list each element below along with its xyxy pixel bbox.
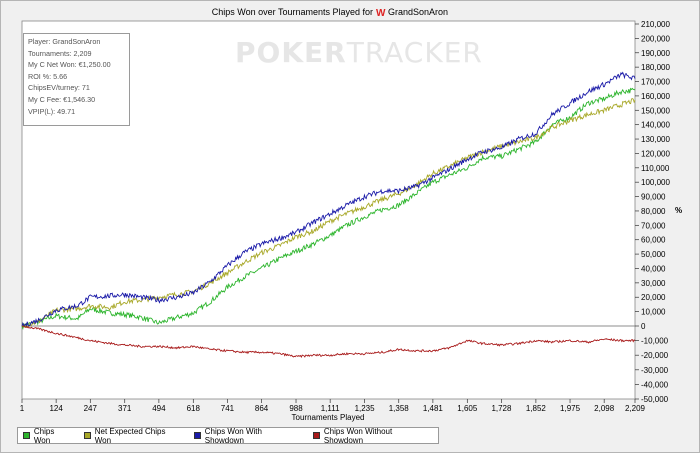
y-tick-label: 50,000 xyxy=(641,250,666,259)
y-tick-label: 90,000 xyxy=(641,193,666,202)
y-tick-label: 0 xyxy=(641,322,646,331)
chart-legend: Chips Won Net Expected Chips Won Chips W… xyxy=(17,426,439,445)
x-tick-label: 1,358 xyxy=(389,404,410,413)
legend-label: Chips Won With Showdown xyxy=(204,426,262,445)
stat-fee: My C Fee: €1,546.30 xyxy=(28,94,96,104)
stats-box: Player: GrandSonAron Tournaments: 2,209 … xyxy=(23,33,130,126)
y-tick-label: 20,000 xyxy=(641,293,666,302)
y-tick-label: 80,000 xyxy=(641,207,666,216)
series-layer xyxy=(21,71,636,359)
x-tick-label: 1 xyxy=(20,404,25,413)
stat-player: Player: GrandSonAron xyxy=(28,37,101,46)
y-tick-label: 160,000 xyxy=(641,92,670,101)
y-tick-label: -30,000 xyxy=(641,366,669,375)
x-tick-label: 741 xyxy=(221,404,235,413)
y-tick-label: 120,000 xyxy=(641,149,670,158)
series-line-chips-won-without-showdown xyxy=(21,325,636,359)
chart-title-prefix: Chips Won over Tournaments Played for xyxy=(212,7,373,17)
x-tick-label: 1,975 xyxy=(560,404,581,413)
y-tick-label: 40,000 xyxy=(641,264,666,273)
legend-label: Chips Won Without Showdown xyxy=(323,426,393,445)
x-tick-label: 1,111 xyxy=(321,404,340,413)
legend-swatch xyxy=(83,432,91,439)
x-tick-label: 247 xyxy=(84,404,98,413)
stat-vpip: VPIP(L): 49.71 xyxy=(28,106,76,116)
y-tick-label: 210,000 xyxy=(641,20,670,29)
legend-item-with-showdown[interactable]: Chips Won With Showdown xyxy=(193,426,301,445)
x-tick-label: 864 xyxy=(255,404,269,413)
x-tick-label: 1,605 xyxy=(457,404,478,413)
stat-roi: ROI %: 5.66 xyxy=(28,71,68,81)
x-tick-label: 371 xyxy=(118,404,132,413)
x-tick-label: 2,098 xyxy=(594,404,615,413)
y-tick-label: 190,000 xyxy=(641,49,670,58)
y-axis-unit: % xyxy=(675,206,682,215)
poker-tracker-watermark: POKERTRACKER xyxy=(235,36,483,69)
y-tick-label: 60,000 xyxy=(641,236,666,245)
y-tick-label: 30,000 xyxy=(641,279,666,288)
watermark-light: TRACKER xyxy=(346,36,483,69)
legend-label: Chips Won xyxy=(33,426,55,445)
y-tick-label: 140,000 xyxy=(641,121,670,130)
x-axis-label: Tournaments Played xyxy=(292,413,365,422)
y-tick-label: 10,000 xyxy=(641,308,666,317)
legend-item-net-expected[interactable]: Net Expected Chips Won xyxy=(83,426,182,445)
stat-chipsev: ChipsEV/turney: 71 xyxy=(28,83,90,93)
series-line-chips-won xyxy=(21,87,636,330)
x-tick-label: 1,728 xyxy=(491,404,512,413)
y-tick-label: -50,000 xyxy=(641,395,669,404)
series-line-chips-won-with-showdown xyxy=(21,71,636,327)
y-tick-label: -10,000 xyxy=(641,337,669,346)
y-tick-label: 180,000 xyxy=(641,63,670,72)
y-tick-label: -20,000 xyxy=(641,351,669,360)
x-tick-label: 988 xyxy=(289,404,303,413)
x-tick-label: 1,481 xyxy=(423,404,444,413)
stat-tournaments: Tournaments: 2,209 xyxy=(28,48,92,58)
poker-site-icon-glyph: W xyxy=(376,8,386,19)
axis-layer: 0 10,000 20,000 30,000 40,000 50,000 60,000 70,… xyxy=(20,20,671,413)
x-tick-label: 2,209 xyxy=(625,404,646,413)
x-tick-label: 1,852 xyxy=(526,404,547,413)
legend-label: Net Expected Chips Won xyxy=(94,426,166,445)
x-tick-label: 1,235 xyxy=(355,404,376,413)
watermark-bold: POKER xyxy=(235,36,347,69)
legend-swatch xyxy=(313,432,320,439)
x-tick-label: 124 xyxy=(49,404,63,413)
poker-site-icon: W xyxy=(376,8,386,19)
legend-swatch xyxy=(193,432,201,439)
x-tick-label: 618 xyxy=(187,404,201,413)
legend-swatch xyxy=(23,432,30,439)
stat-net-won: My C Net Won: €1,250.00 xyxy=(28,60,111,70)
series-line-net-expected-chips-won xyxy=(21,98,636,329)
chart-title-player: GrandSonAron xyxy=(388,7,448,17)
legend-item-chips-won[interactable]: Chips Won xyxy=(23,427,72,445)
y-tick-label: 70,000 xyxy=(641,221,666,230)
y-tick-label: 150,000 xyxy=(641,106,670,115)
y-tick-label: 100,000 xyxy=(641,178,670,187)
y-tick-label: 170,000 xyxy=(641,78,670,87)
legend-item-without-showdown[interactable]: Chips Won Without Showdown xyxy=(313,427,431,445)
y-tick-label: -40,000 xyxy=(641,380,669,389)
x-tick-label: 494 xyxy=(152,404,166,413)
y-tick-label: 200,000 xyxy=(641,34,670,43)
y-tick-label: 130,000 xyxy=(641,135,670,144)
y-tick-label: 110,000 xyxy=(641,164,670,173)
